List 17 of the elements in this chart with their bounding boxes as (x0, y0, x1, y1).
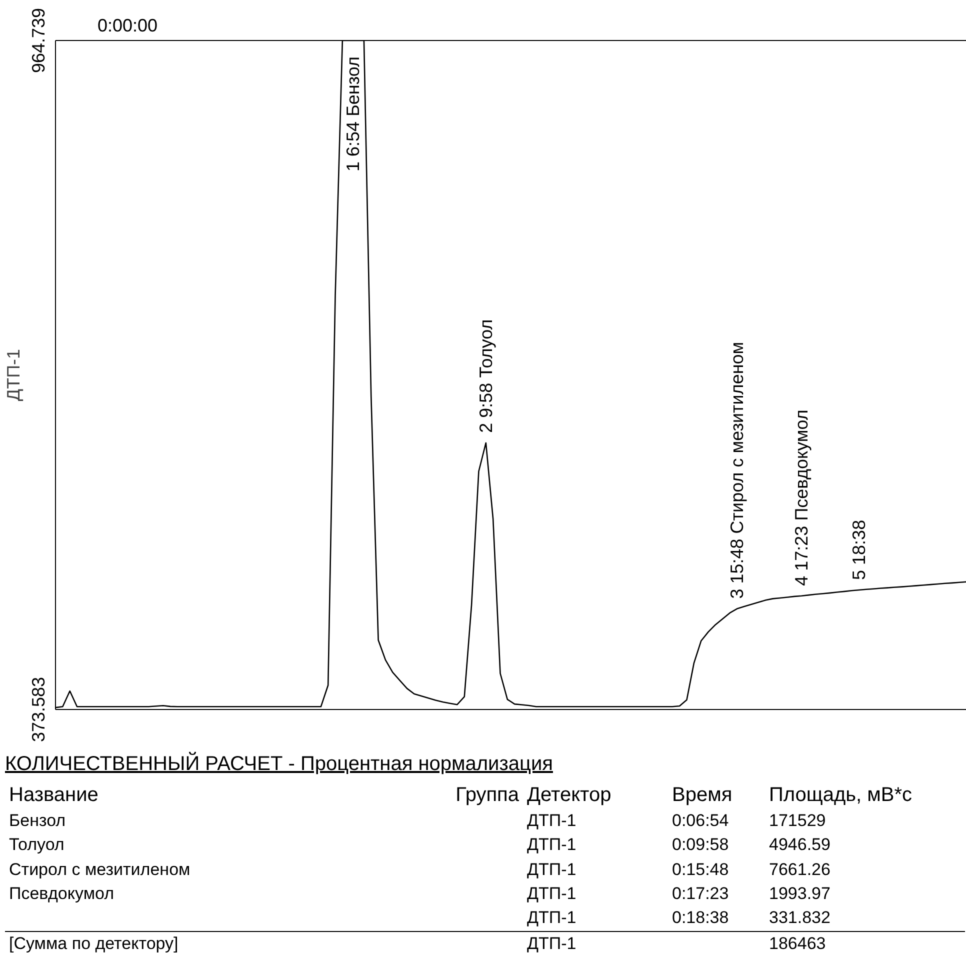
annotation: 5 18:38 (848, 520, 869, 580)
annotation: 4 17:23 Псевдокумол (792, 410, 812, 586)
annotation: 2 9:58 Толуол (476, 319, 496, 433)
y-tick-label: 373.583 (28, 676, 48, 742)
text: [Сумма по детектору] ДТП-1 186463 (9, 934, 826, 953)
x-axis-title: 0:00:00 (98, 16, 158, 36)
text: Стирол с мезитиленом ДТП-1 0:15:48 7661.26 (9, 860, 830, 879)
text: Название Группа Детектор Время Площадь, мВ*с (9, 784, 912, 806)
text: Псевдокумол ДТП-1 0:17:23 1993.97 (9, 884, 830, 903)
text: Толуол ДТП-1 0:09:58 4946.59 (9, 835, 830, 854)
text: КОЛИЧЕСТВЕННЫЙ РАСЧЕТ - Процентная нормализация (5, 750, 554, 777)
y-tick-label: 964.739 (28, 8, 48, 74)
text: ДТП-1 0:18:38 331.832 (527, 908, 830, 928)
text: Бензол ДТП-1 0:06:54 171529 (9, 811, 826, 830)
annotation: 3 15:48 Стирол с мезитиленом (726, 342, 747, 599)
annotation: 1 6:54 Бензол (343, 56, 364, 172)
y-axis-title: ДТП-1 (4, 348, 24, 402)
